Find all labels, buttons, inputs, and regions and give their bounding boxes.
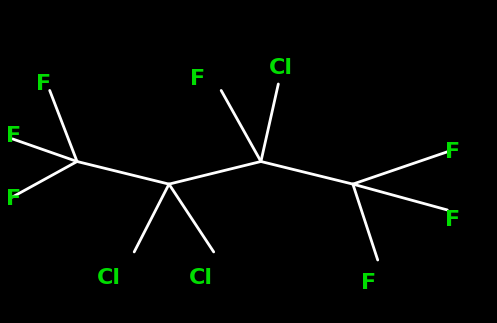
Text: F: F bbox=[361, 273, 376, 293]
Text: Cl: Cl bbox=[97, 268, 121, 288]
Text: F: F bbox=[190, 69, 205, 89]
Text: F: F bbox=[6, 189, 21, 209]
Text: F: F bbox=[445, 142, 460, 162]
Text: F: F bbox=[6, 126, 21, 146]
Text: Cl: Cl bbox=[268, 58, 292, 78]
Text: F: F bbox=[36, 74, 51, 94]
Text: Cl: Cl bbox=[189, 268, 213, 288]
Text: F: F bbox=[445, 210, 460, 230]
